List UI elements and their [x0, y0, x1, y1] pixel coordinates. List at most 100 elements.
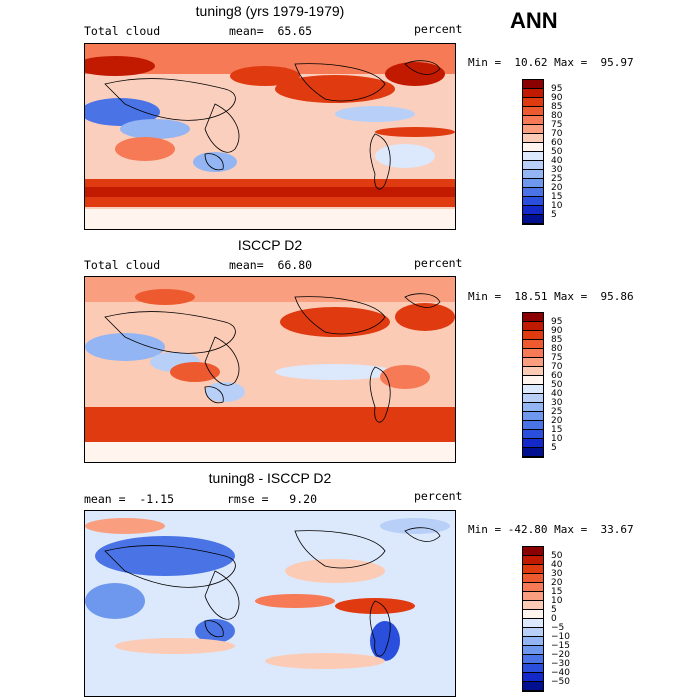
colorbar-swatch — [523, 583, 543, 592]
colorbar-level-label: 90 — [551, 326, 563, 336]
panel-2-mean: mean= 66.80 — [229, 258, 313, 272]
colorbar-swatch — [523, 161, 543, 170]
colorbar-swatch — [523, 331, 543, 340]
colorbar-swatch — [523, 98, 543, 107]
panel-2-title: ISCCP D2 — [237, 237, 303, 253]
colorbar-swatch — [523, 358, 543, 367]
colorbar-swatch — [523, 89, 543, 98]
colorbar-swatch — [523, 179, 543, 188]
colorbar-swatch — [523, 134, 543, 143]
colorbar-level-label: 25 — [551, 407, 563, 417]
colorbar-level-label: 50 — [551, 380, 563, 390]
colorbar-level-label: 40 — [551, 156, 563, 166]
panel-1-units: percent — [414, 22, 463, 36]
colorbar-level-label: 5 — [551, 210, 557, 220]
colorbar-swatch — [523, 556, 543, 565]
colorbar-level-label: 80 — [551, 344, 563, 354]
colorbar-swatch — [523, 80, 543, 89]
colorbar-level-label: −5 — [551, 623, 565, 633]
colorbar-level-label: 75 — [551, 120, 563, 130]
panel-1-map-svg — [85, 44, 455, 229]
colorbar-level-label: 15 — [551, 192, 563, 202]
colorbar-swatch — [523, 215, 543, 224]
colorbar-level-label: −10 — [551, 632, 570, 642]
colorbar-level-label: 10 — [551, 596, 563, 606]
colorbar-swatch — [523, 125, 543, 134]
panel-3-map — [84, 510, 456, 697]
panel-2-map — [84, 276, 456, 463]
panel-1-colorbar: 95 90 85 80 75 70 60 50 40 30 25 20 15 10 5 — [522, 79, 562, 225]
colorbar-swatch — [523, 313, 543, 322]
colorbar-swatch — [523, 637, 543, 646]
colorbar-swatch — [523, 170, 543, 179]
colorbar-swatch — [523, 143, 543, 152]
colorbar-swatch — [523, 385, 543, 394]
colorbar-swatch — [523, 206, 543, 215]
colorbar-swatch — [523, 403, 543, 412]
colorbar-swatch — [523, 340, 543, 349]
colorbar-level-label: −15 — [551, 641, 570, 651]
colorbar-swatch — [523, 628, 543, 637]
colorbar-level-label: 15 — [551, 425, 563, 435]
panel-1-map — [84, 43, 456, 230]
colorbar-level-label: 80 — [551, 111, 563, 121]
colorbar-level-label: 20 — [551, 183, 563, 193]
panel-1-title: tuning8 (yrs 1979-1979) — [195, 3, 345, 19]
colorbar-level-label: 10 — [551, 201, 563, 211]
panel-3-map-svg — [85, 511, 455, 696]
colorbar-swatch — [523, 682, 543, 691]
colorbar-level-label: 95 — [551, 84, 563, 94]
panel-2-minmax: Min = 18.51 Max = 95.86 — [468, 290, 634, 303]
colorbar-level-label: 60 — [551, 138, 563, 148]
colorbar-level-label: −40 — [551, 668, 570, 678]
colorbar-level-label: 20 — [551, 578, 563, 588]
panel-1-mean: mean= 65.65 — [229, 24, 313, 38]
colorbar-swatch — [523, 601, 543, 610]
colorbar-level-label: 5 — [551, 605, 557, 615]
colorbar-level-label: 25 — [551, 174, 563, 184]
colorbar-level-label: 40 — [551, 560, 563, 570]
colorbar-swatch — [523, 619, 543, 628]
panel-2-field-label: Total cloud — [84, 258, 161, 272]
colorbar-level-label: 85 — [551, 102, 563, 112]
panel-3-rmse: rmse = 9.20 — [227, 492, 318, 506]
panel-2-map-svg — [85, 277, 455, 462]
colorbar-level-label: 15 — [551, 587, 563, 597]
colorbar-level-label: 30 — [551, 398, 563, 408]
colorbar-level-label: 0 — [551, 614, 557, 624]
colorbar-swatch — [523, 565, 543, 574]
colorbar-swatch — [523, 412, 543, 421]
colorbar-swatch — [523, 188, 543, 197]
colorbar-level-label: 90 — [551, 93, 563, 103]
colorbar-level-label: 85 — [551, 335, 563, 345]
colorbar-swatch — [523, 116, 543, 125]
colorbar-level-label: −30 — [551, 659, 570, 669]
colorbar-level-label: 40 — [551, 389, 563, 399]
colorbar-swatch — [523, 376, 543, 385]
colorbar-level-label: 30 — [551, 569, 563, 579]
colorbar-swatch — [523, 197, 543, 206]
colorbar-level-label: 10 — [551, 434, 563, 444]
panel-3-colorbar: 50 40 30 20 15 10 5 0 −5 −10 −15 −20 −30 −40 −50 — [522, 546, 570, 692]
colorbar-swatch — [523, 367, 543, 376]
colorbar-swatch — [523, 349, 543, 358]
colorbar-swatch — [523, 547, 543, 556]
colorbar-swatch — [523, 439, 543, 448]
panel-3-units: percent — [414, 489, 463, 503]
colorbar-swatch — [523, 430, 543, 439]
colorbar-level-label: −50 — [551, 677, 570, 687]
colorbar-swatch — [523, 592, 543, 601]
colorbar-swatch — [523, 322, 543, 331]
colorbar-swatch — [523, 574, 543, 583]
colorbar-level-label: 60 — [551, 371, 563, 381]
colorbar-swatch — [523, 655, 543, 664]
colorbar-level-label: 5 — [551, 443, 557, 453]
colorbar-swatch — [523, 421, 543, 430]
colorbar-level-label: 50 — [551, 147, 563, 157]
colorbar-level-label: 70 — [551, 362, 563, 372]
panel-2-colorbar: 95 90 85 80 75 70 60 50 40 30 25 20 15 10 5 — [522, 312, 562, 458]
colorbar-swatch — [523, 673, 543, 682]
colorbar-level-label: 20 — [551, 416, 563, 426]
colorbar-level-label: 30 — [551, 165, 563, 175]
panel-3-title: tuning8 - ISCCP D2 — [208, 470, 332, 486]
